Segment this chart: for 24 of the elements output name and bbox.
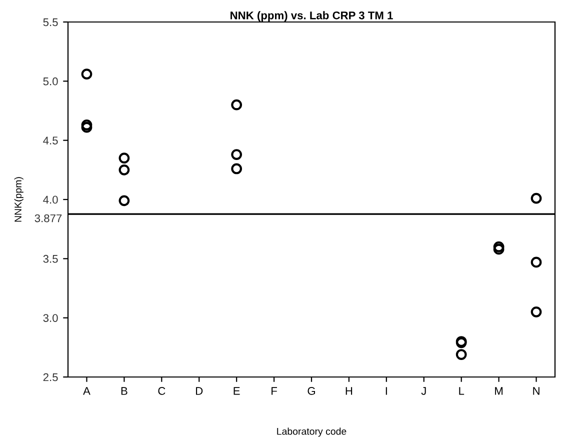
x-tick-label: A — [83, 387, 90, 395]
x-tick-label: C — [158, 387, 166, 395]
x-tick-label: F — [272, 387, 277, 395]
x-tick-label: E — [234, 387, 240, 395]
y-tick-label: 5.0 — [43, 77, 58, 86]
y-tick-label: 3.5 — [43, 254, 58, 263]
x-tick-label: I — [386, 387, 387, 395]
x-tick-label: H — [346, 387, 352, 395]
x-tick-label: D — [196, 387, 203, 395]
ref-line-label: 3.877 — [34, 214, 62, 222]
x-tick-label: B — [121, 387, 128, 395]
y-tick-label: 4.0 — [43, 196, 58, 204]
y-tick-label: 4.5 — [43, 136, 58, 144]
x-tick-label: M — [495, 387, 503, 395]
x-axis-title: Laboratory code — [277, 428, 346, 437]
x-tick-label: J — [421, 387, 426, 395]
y-tick-label: 3.0 — [43, 314, 58, 322]
x-tick-label: G — [308, 387, 315, 395]
x-tick-label: L — [459, 387, 464, 395]
y-tick-label: 5.5 — [43, 18, 58, 26]
y-tick-label: 2.5 — [43, 373, 58, 382]
chart-title: NNK (ppm) vs. Lab CRP 3 TM 1 — [230, 11, 393, 22]
x-tick-label: N — [533, 387, 540, 395]
y-axis-title: NNK(ppm) — [14, 177, 24, 222]
